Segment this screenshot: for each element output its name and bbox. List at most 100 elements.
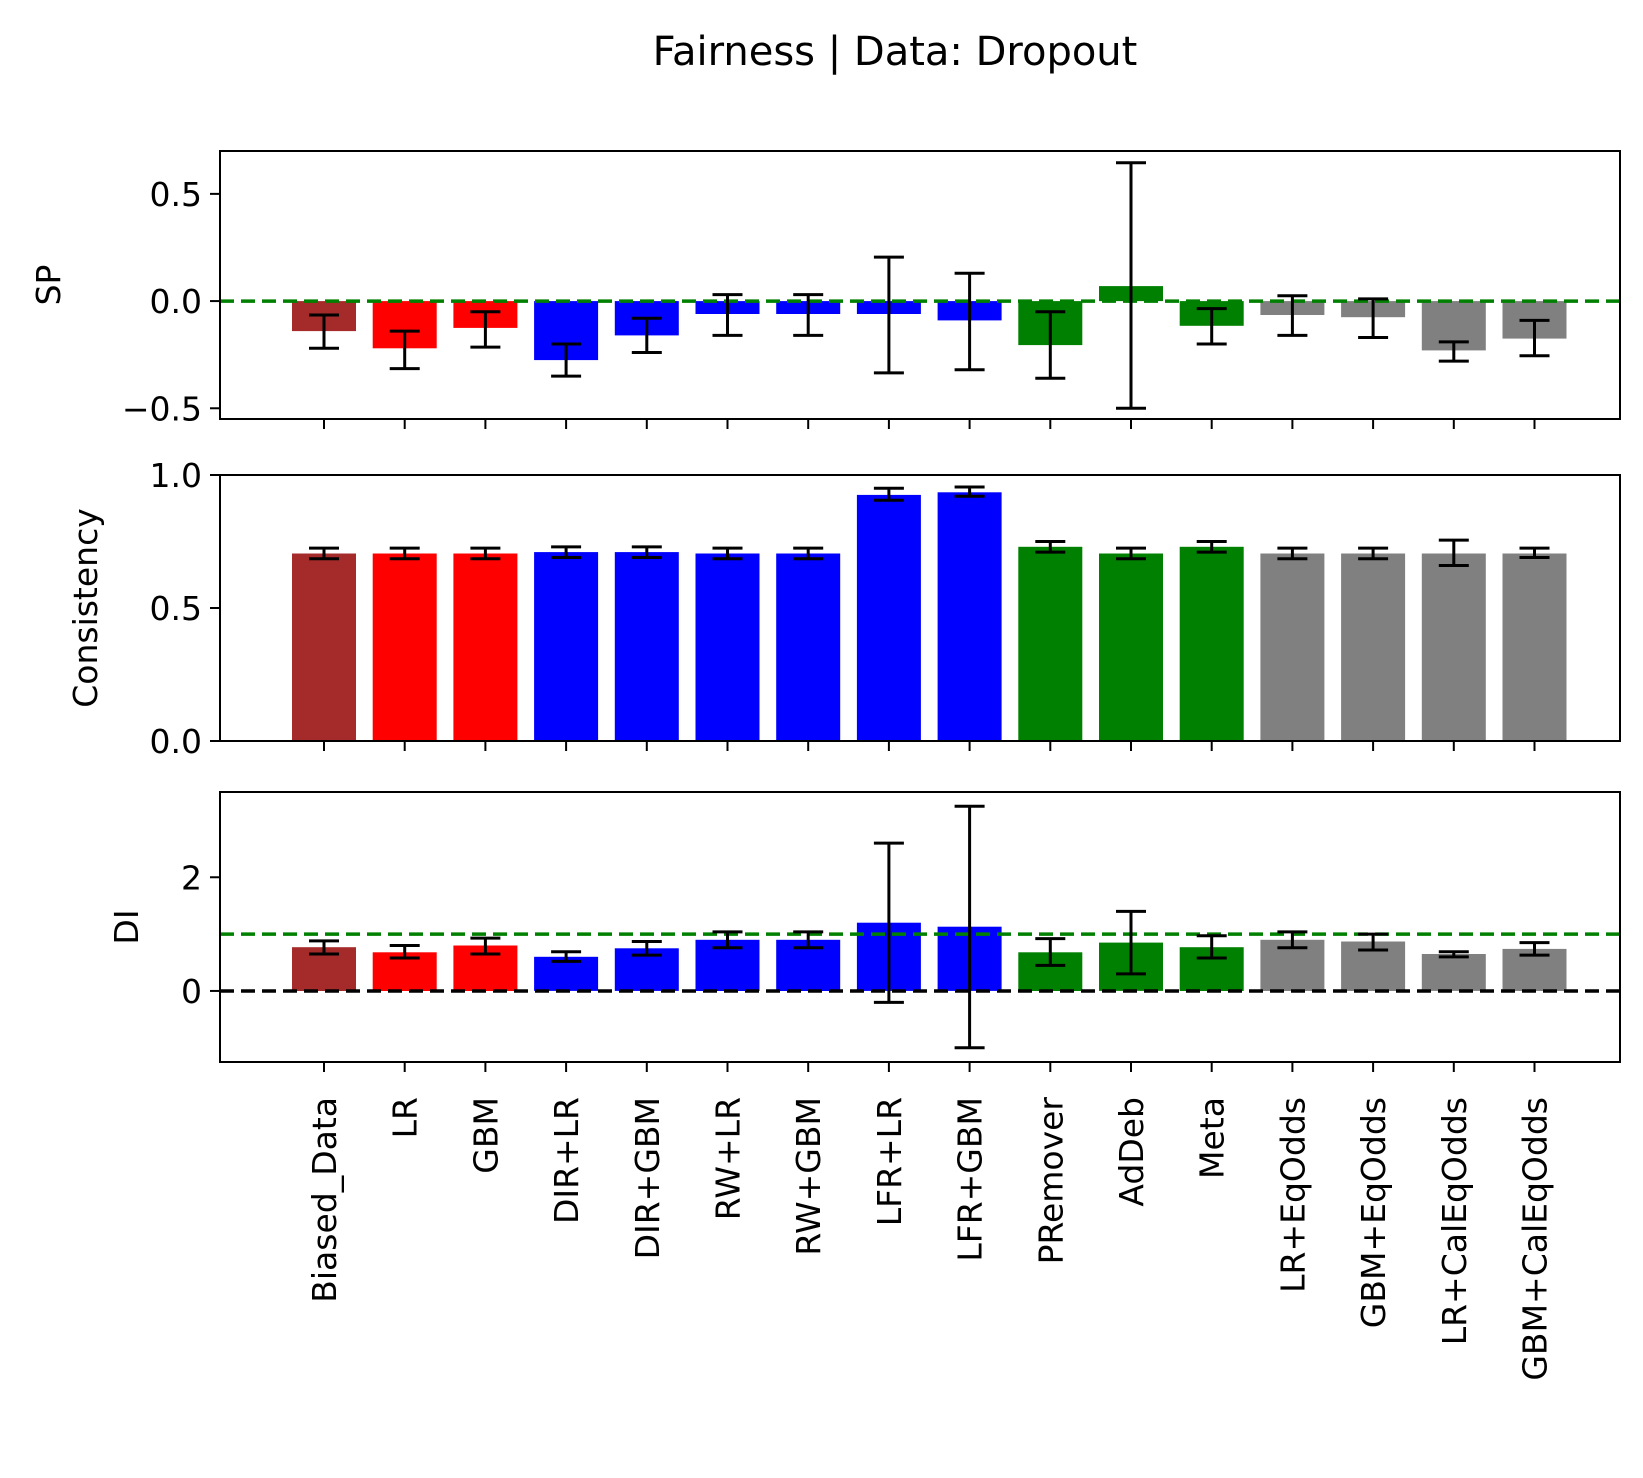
bar-consistency-dir-gbm — [614, 552, 679, 741]
axes-frame-sp — [219, 150, 1621, 420]
xtick-label-gbm-caleqodds: GBM+CalEqOdds — [1516, 1097, 1555, 1381]
xtick-label-premover: PRemover — [1031, 1097, 1070, 1265]
errorbar-consistency-addeb — [1116, 546, 1146, 561]
errorbar-di-premover — [1035, 937, 1066, 967]
xtick-label-gbm-eqodds: GBM+EqOdds — [1354, 1097, 1393, 1328]
errorbar-sp-lr-eqodds — [1277, 294, 1308, 337]
errorbar-consistency-lr-caleqodds — [1438, 538, 1469, 567]
errorbar-di-lfr-gbm — [954, 804, 985, 1050]
errorbar-sp-gbm-caleqodds — [1519, 318, 1550, 358]
bar-di-lr-caleqodds — [1421, 954, 1486, 991]
ylabel-di: DI — [107, 909, 146, 944]
errorbar-consistency-lfr-lr — [873, 486, 904, 502]
bar-consistency-gbm-eqodds — [1341, 553, 1406, 741]
bar-consistency-lfr-lr — [856, 494, 921, 741]
xtick-label-rw-lr: RW+LR — [709, 1097, 748, 1220]
xtick-label-lr-caleqodds: LR+CalEqOdds — [1435, 1097, 1474, 1345]
errorbar-sp-lfr-gbm — [954, 271, 985, 372]
errorbar-consistency-lfr-gbm — [954, 485, 985, 498]
errorbar-sp-premover — [1035, 310, 1066, 380]
bar-consistency-premover — [1018, 546, 1083, 741]
bar-consistency-lr-eqodds — [1260, 553, 1325, 741]
errorbar-consistency-lr — [389, 546, 420, 561]
errorbar-di-lr — [389, 943, 420, 960]
bar-consistency-gbm-caleqodds — [1502, 553, 1567, 741]
errorbar-sp-gbm-eqodds — [1358, 297, 1389, 340]
xtick-label-rw-gbm: RW+GBM — [789, 1097, 828, 1256]
errorbar-consistency-rw-lr — [712, 546, 743, 561]
errorbar-consistency-rw-gbm — [793, 546, 824, 561]
errorbar-di-dir-lr — [551, 950, 582, 963]
xtick-label-dir-gbm: DIR+GBM — [628, 1097, 667, 1259]
errorbar-di-lr-caleqodds — [1438, 950, 1469, 959]
xtick-label-dir-lr: DIR+LR — [547, 1097, 586, 1224]
ytick-label-consistency: 0.5 — [150, 589, 202, 628]
errorbar-consistency-dir-lr — [551, 545, 582, 559]
ytick-label-consistency: 1.0 — [150, 456, 202, 495]
errorbar-consistency-premover — [1035, 540, 1066, 554]
ytick-label-di: 0 — [181, 972, 202, 1011]
errorbar-sp-lr — [389, 329, 420, 371]
errorbar-di-gbm-eqodds — [1358, 932, 1389, 952]
axes-frame-di — [219, 791, 1621, 1063]
xtick-label-biased-data: Biased_Data — [305, 1097, 344, 1303]
bar-consistency-gbm — [453, 553, 518, 741]
ylabel-sp: SP — [29, 265, 68, 306]
errorbar-di-addeb — [1116, 909, 1146, 976]
errorbar-di-lfr-lr — [873, 841, 904, 1004]
errorbar-consistency-biased-data — [309, 546, 339, 561]
bar-consistency-rw-gbm — [776, 553, 841, 741]
xtick-label-lfr-lr: LFR+LR — [870, 1097, 909, 1226]
errorbar-sp-lr-caleqodds — [1438, 340, 1469, 363]
xtick-label-lr-eqodds: LR+EqOdds — [1273, 1097, 1312, 1293]
panel-di: 0 2 DI Biased_Data LR GBM DIR+LR DIR+GBM RW+LR RW… — [107, 791, 1621, 1381]
bar-consistency-rw-lr — [695, 553, 760, 741]
errorbar-sp-gbm — [470, 310, 501, 349]
bar-consistency-lr-caleqodds — [1421, 553, 1486, 741]
bar-consistency-lfr-gbm — [937, 492, 1002, 741]
errorbar-consistency-lr-eqodds — [1277, 546, 1308, 561]
errorbar-consistency-gbm — [470, 546, 501, 561]
errorbar-di-meta — [1196, 934, 1227, 960]
errorbar-consistency-gbm-caleqodds — [1519, 546, 1550, 559]
bar-consistency-addeb — [1099, 553, 1163, 741]
xtick-label-addeb: AdDeb — [1112, 1097, 1151, 1207]
panel-consistency: 0.0 0.5 1.0 Consistency — [66, 456, 1621, 761]
chart-title: Fairness | Data: Dropout — [653, 29, 1138, 75]
ytick-label-sp: 0.0 — [150, 282, 202, 321]
errorbar-sp-addeb — [1116, 161, 1146, 410]
xtick-label-gbm: GBM — [466, 1097, 505, 1174]
errorbar-di-lr-eqodds — [1277, 930, 1308, 950]
errorbar-sp-meta — [1196, 307, 1227, 346]
errorbar-consistency-dir-gbm — [631, 545, 662, 559]
xtick-label-meta: Meta — [1193, 1097, 1232, 1179]
bar-consistency-meta — [1179, 546, 1244, 741]
ytick-label-sp: 0.5 — [150, 175, 202, 214]
ytick-label-sp: −0.5 — [122, 389, 202, 428]
panel-sp: −0.5 0.0 0.5 SP — [29, 150, 1621, 429]
errorbar-di-dir-gbm — [631, 939, 662, 957]
ylabel-consistency: Consistency — [66, 508, 105, 708]
xtick-label-lfr-gbm: LFR+GBM — [951, 1097, 990, 1262]
errorbar-sp-lfr-lr — [873, 255, 904, 375]
errorbar-di-rw-lr — [712, 930, 743, 950]
ytick-label-consistency: 0.0 — [150, 722, 202, 761]
errorbar-di-gbm — [470, 936, 501, 956]
errorbar-consistency-meta — [1196, 540, 1227, 554]
errorbar-sp-dir-gbm — [631, 316, 662, 355]
errorbar-di-rw-gbm — [793, 930, 824, 950]
errorbar-sp-rw-gbm — [793, 293, 824, 337]
errorbar-sp-rw-lr — [712, 293, 743, 337]
panels-layer: −0.5 0.0 0.5 SP 0.0 0.5 1.0 Consistency 0 2 DI Bias… — [29, 150, 1621, 1381]
errorbar-di-gbm-caleqodds — [1519, 941, 1550, 957]
errorbar-di-biased-data — [309, 939, 339, 956]
errorbar-sp-biased-data — [309, 313, 339, 350]
bar-consistency-lr — [372, 553, 437, 741]
bar-consistency-dir-lr — [534, 552, 599, 741]
errorbar-sp-dir-lr — [551, 342, 582, 378]
errorbar-consistency-gbm-eqodds — [1358, 546, 1389, 561]
xtick-label-lr: LR — [386, 1097, 425, 1138]
ytick-label-di: 2 — [181, 858, 202, 897]
